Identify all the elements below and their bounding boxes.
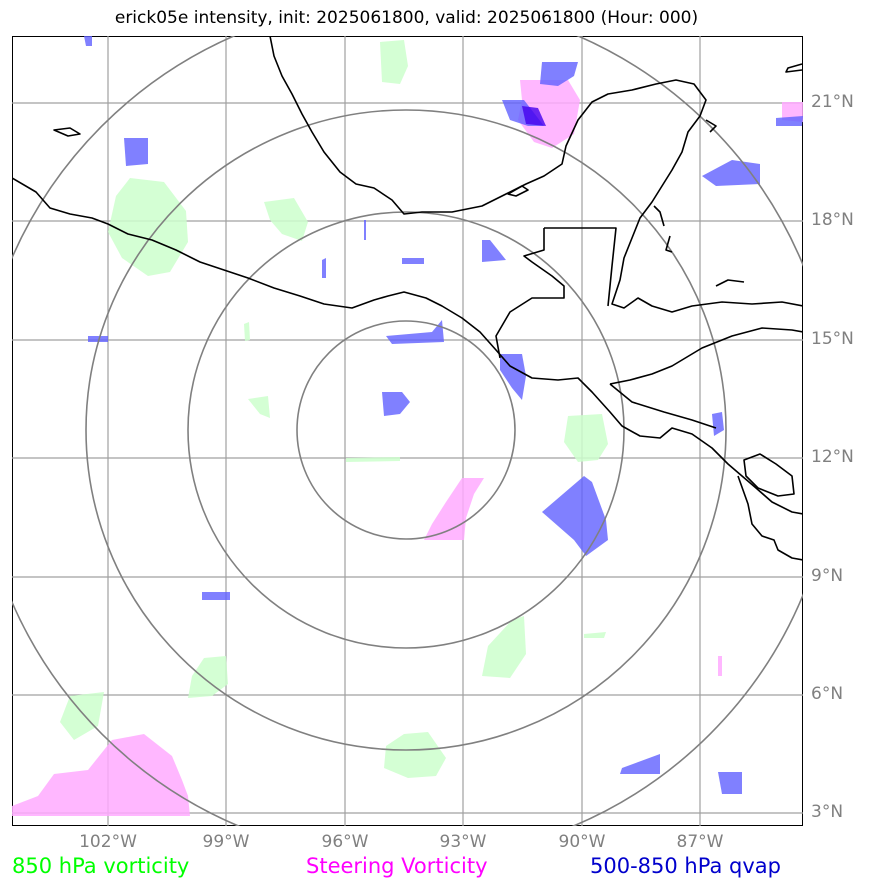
lat-label-21: 21°N bbox=[811, 92, 854, 112]
lon-label-90: 90°W bbox=[558, 832, 606, 852]
range-ring-3 bbox=[85, 109, 727, 751]
map-frame bbox=[12, 36, 803, 826]
vorticity-850-shading bbox=[60, 40, 608, 778]
range-ring-2 bbox=[187, 211, 625, 649]
lat-label-12: 12°N bbox=[811, 447, 854, 467]
lon-label-87: 87°W bbox=[676, 832, 724, 852]
lon-label-93: 93°W bbox=[439, 832, 487, 852]
steering-vorticity-shading bbox=[12, 80, 803, 816]
lon-label-99: 99°W bbox=[202, 832, 250, 852]
lat-label-15: 15°N bbox=[811, 329, 854, 349]
lat-label-18: 18°N bbox=[811, 210, 854, 230]
coastlines bbox=[12, 36, 803, 561]
legend-steering-vorticity: Steering Vorticity bbox=[306, 854, 488, 878]
lat-label-3: 3°N bbox=[811, 802, 844, 822]
legend-qvap: 500-850 hPa qvap bbox=[590, 854, 781, 878]
range-rings bbox=[12, 36, 803, 826]
lon-label-102: 102°W bbox=[79, 832, 137, 852]
map-panel bbox=[12, 36, 803, 826]
range-ring-1 bbox=[296, 320, 516, 540]
map-title: erick05e intensity, init: 2025061800, va… bbox=[114, 8, 699, 28]
lat-label-6: 6°N bbox=[811, 684, 844, 704]
lon-label-96: 96°W bbox=[321, 832, 369, 852]
qvap-shading bbox=[84, 36, 803, 794]
map-canvas bbox=[12, 36, 803, 826]
lat-label-9: 9°N bbox=[811, 566, 844, 586]
legend-850-hpa-vorticity: 850 hPa vorticity bbox=[12, 854, 190, 878]
